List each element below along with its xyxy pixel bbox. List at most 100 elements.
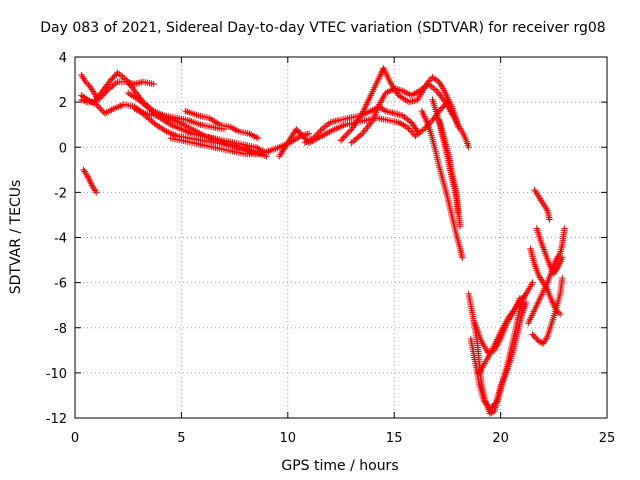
data-point xyxy=(339,135,346,143)
data-point xyxy=(311,133,318,140)
data-point xyxy=(561,225,568,232)
data-point xyxy=(98,107,106,114)
data-point xyxy=(552,306,560,313)
data-point xyxy=(440,97,448,104)
data-point xyxy=(126,81,133,88)
data-point xyxy=(459,254,466,262)
data-point xyxy=(555,309,562,316)
data-point xyxy=(511,305,519,312)
data-point xyxy=(380,106,388,114)
x-tick-label: 20 xyxy=(492,431,509,446)
data-point xyxy=(95,92,103,99)
data-point xyxy=(344,130,351,137)
data-point xyxy=(510,306,518,314)
data-point xyxy=(94,102,101,110)
data-point xyxy=(105,79,112,86)
data-point xyxy=(310,135,317,142)
data-point xyxy=(429,116,436,124)
data-point xyxy=(414,128,421,135)
data-point xyxy=(439,95,447,103)
data-point xyxy=(312,132,320,139)
data-point xyxy=(357,131,364,139)
data-point xyxy=(420,126,428,133)
y-tick-label: 0 xyxy=(59,141,67,156)
data-point xyxy=(519,295,526,302)
data-point xyxy=(128,84,136,91)
data-point xyxy=(305,130,313,137)
data-point xyxy=(130,86,137,93)
data-point xyxy=(405,125,412,132)
data-point xyxy=(254,135,262,142)
y-axis-title: SDTVAR / TECUs xyxy=(8,180,24,295)
grid-lines xyxy=(75,57,607,418)
series-arc-24 xyxy=(533,225,566,277)
data-point xyxy=(337,137,345,144)
data-point xyxy=(340,134,347,141)
data-point xyxy=(343,131,350,139)
y-tick-label: -8 xyxy=(54,322,67,337)
axes: 0 5 10 15 20 25 -12 -10 -8 -6 -4 -2 0 2 4 xyxy=(46,51,616,446)
data-point xyxy=(94,94,101,101)
x-tick-label: 15 xyxy=(386,431,403,446)
data-point xyxy=(434,89,442,96)
data-point xyxy=(408,128,415,135)
data-point xyxy=(513,303,520,310)
data-point xyxy=(95,104,103,111)
data-point xyxy=(132,89,139,96)
data-point xyxy=(103,82,110,90)
data-point xyxy=(430,115,437,122)
data-point xyxy=(97,105,104,113)
data-point xyxy=(509,308,516,315)
series-arc-11 xyxy=(337,65,462,144)
data-point xyxy=(516,298,524,306)
data-point xyxy=(83,80,91,87)
series-arc-5 xyxy=(131,105,272,158)
data-point xyxy=(456,223,464,230)
series-arc-20 xyxy=(525,225,568,327)
data-point xyxy=(125,79,132,86)
y-tick-label: -2 xyxy=(54,186,67,201)
data-point xyxy=(124,77,131,85)
data-point xyxy=(465,144,472,151)
data-point xyxy=(403,123,411,131)
data-point xyxy=(131,87,138,95)
data-point xyxy=(507,311,514,319)
series-arc-12 xyxy=(348,80,472,151)
series-arc-7 xyxy=(182,107,262,142)
y-tick-label: -4 xyxy=(54,232,67,247)
series-arc-1 xyxy=(78,71,157,104)
x-tick-label: 5 xyxy=(177,431,185,446)
data-point xyxy=(406,126,414,134)
data-point xyxy=(150,80,157,88)
data-point xyxy=(546,216,553,223)
data-points xyxy=(78,65,568,417)
y-tick-label: -12 xyxy=(46,412,67,427)
data-point xyxy=(82,78,89,86)
y-tick-label: 4 xyxy=(59,51,67,66)
data-point xyxy=(82,95,90,102)
x-axis-title: GPS time / hours xyxy=(281,458,398,474)
series-arc-10 xyxy=(301,103,421,146)
series-arc-19 xyxy=(476,279,536,377)
data-point xyxy=(454,209,462,216)
data-point xyxy=(518,297,525,304)
data-point xyxy=(559,254,566,262)
x-tick-label: 0 xyxy=(71,431,79,446)
data-point xyxy=(529,279,536,286)
data-point xyxy=(151,120,158,127)
data-point xyxy=(317,127,324,134)
series-arc-15 xyxy=(435,116,462,216)
data-point xyxy=(104,81,111,88)
data-point xyxy=(341,133,349,140)
data-point xyxy=(101,84,109,91)
data-point xyxy=(413,126,420,134)
data-point xyxy=(559,274,566,282)
data-point xyxy=(345,128,353,136)
series-arc-17 xyxy=(467,299,530,413)
data-point xyxy=(437,92,444,99)
data-point xyxy=(433,87,440,95)
data-point xyxy=(556,311,564,318)
data-point xyxy=(122,76,130,83)
data-point xyxy=(515,300,523,307)
